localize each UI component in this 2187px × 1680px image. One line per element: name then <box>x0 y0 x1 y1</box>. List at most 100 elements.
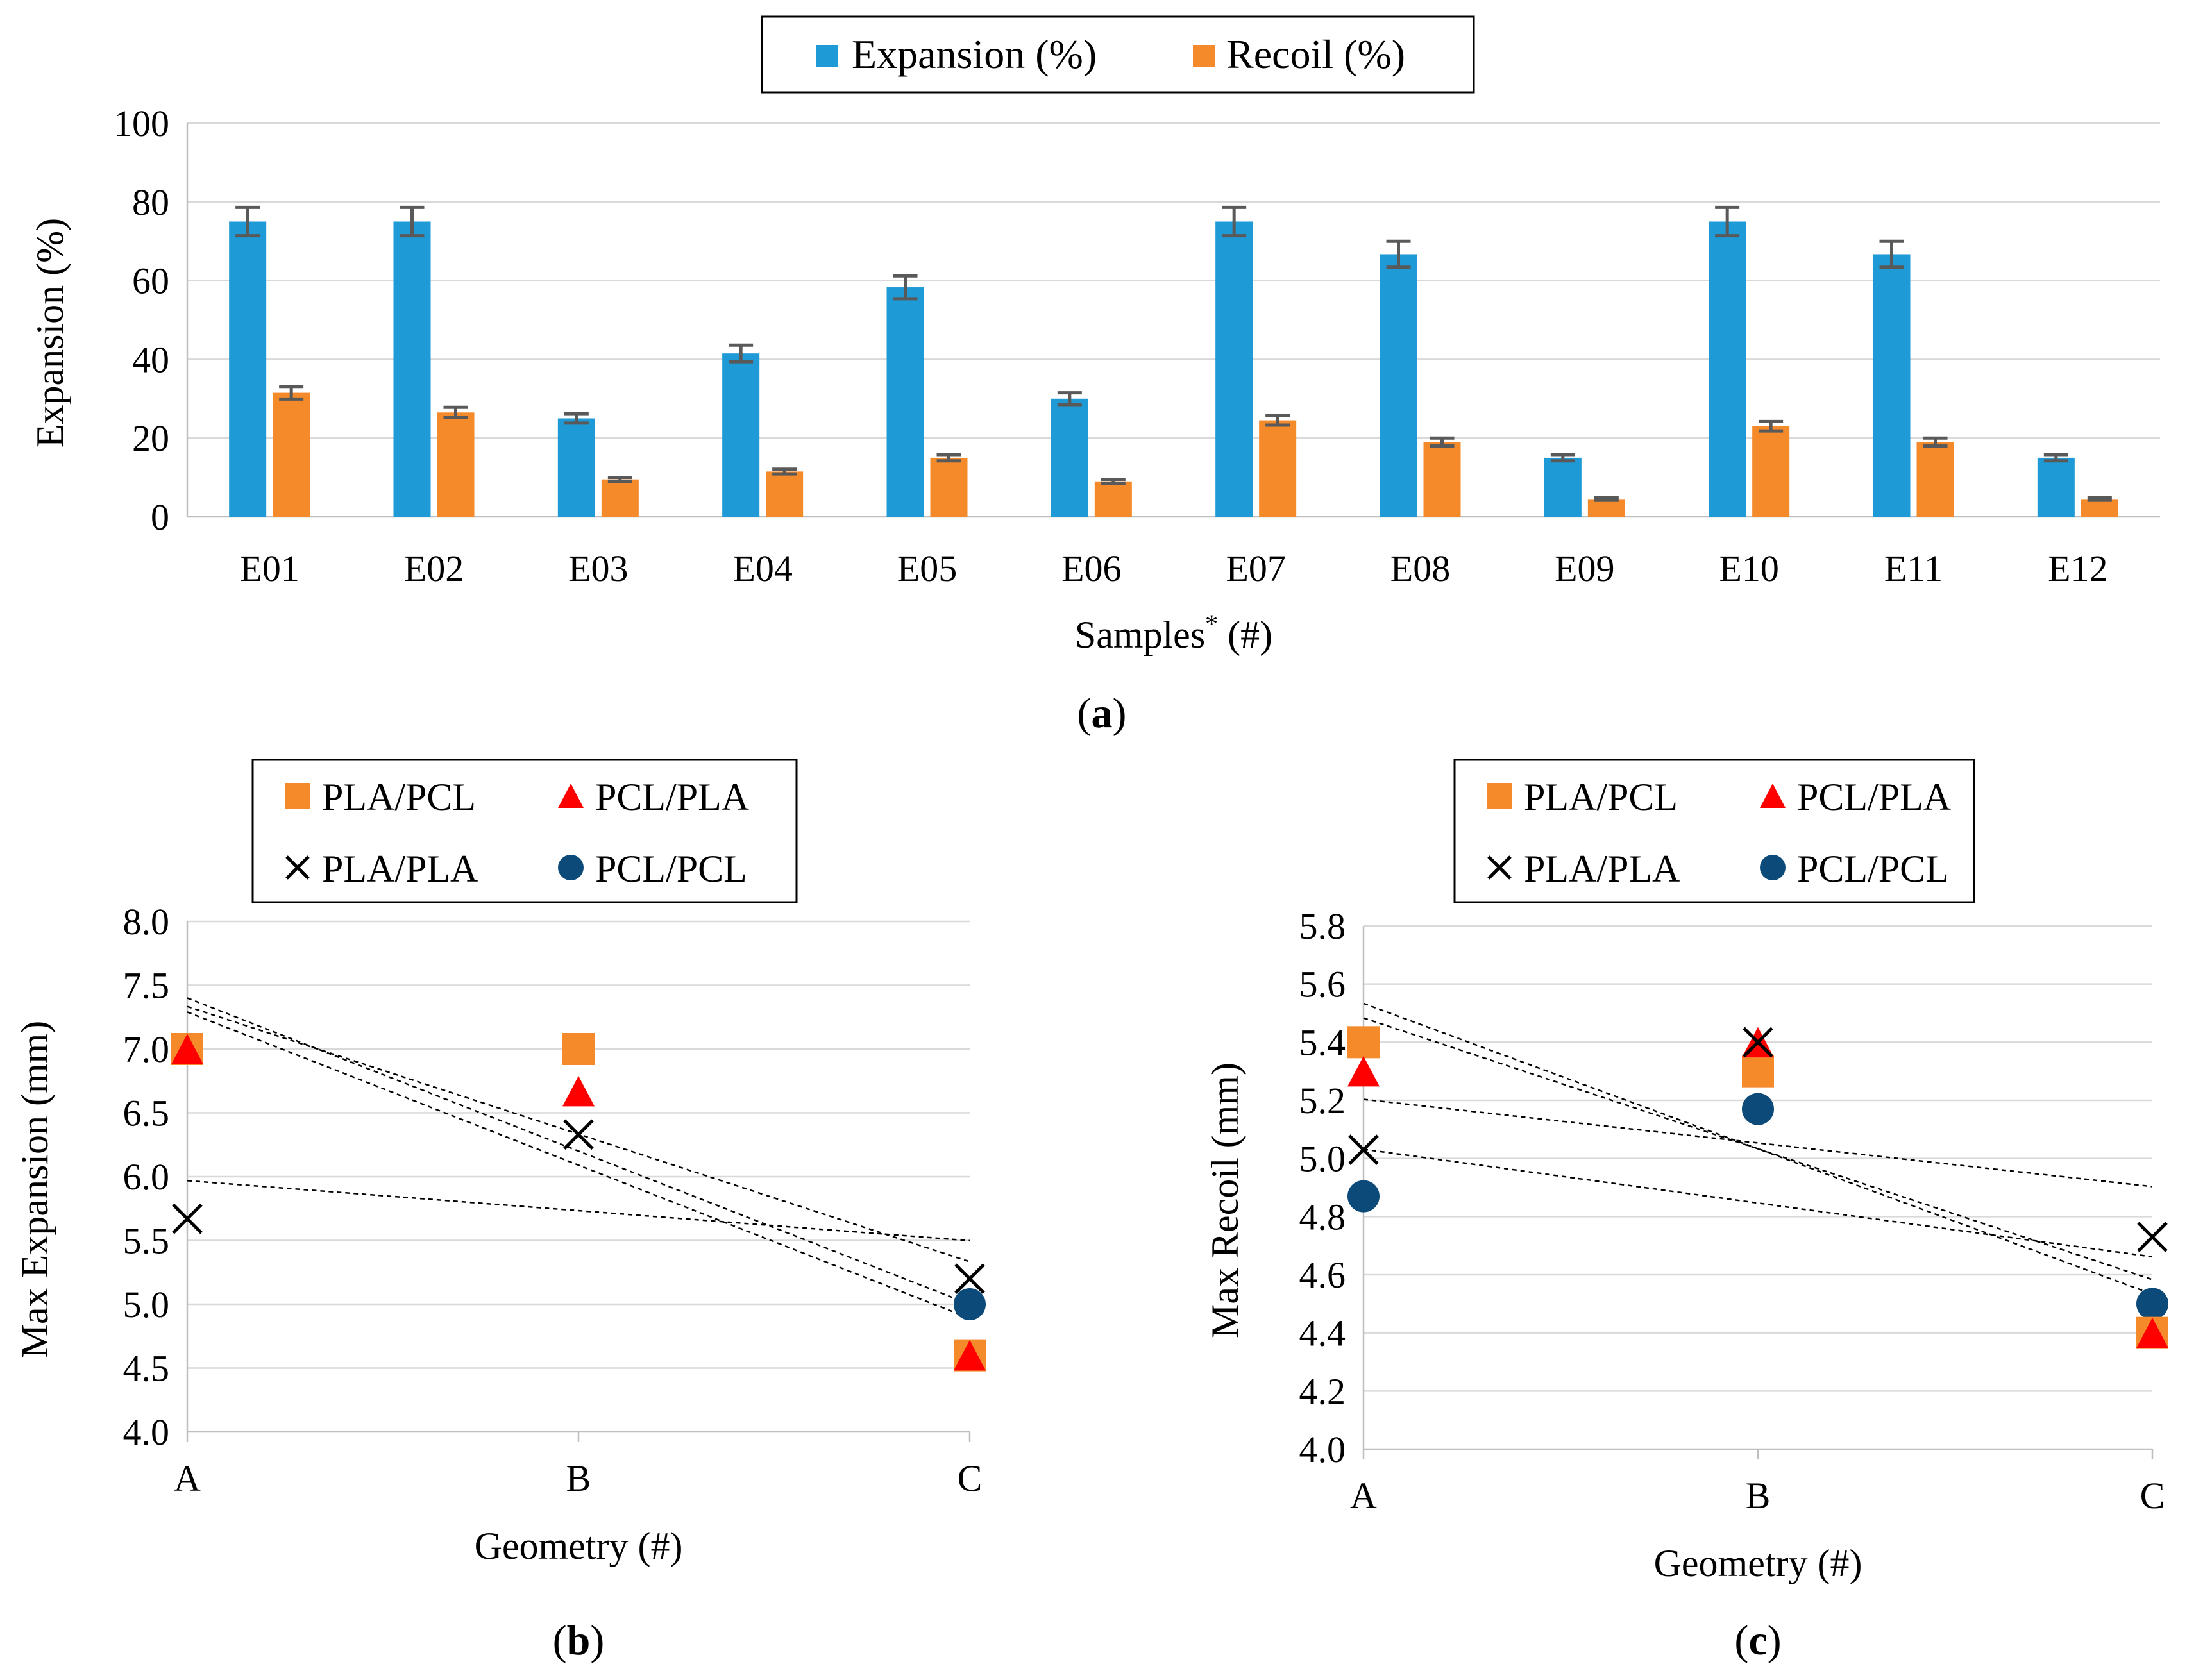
error-bar <box>564 412 589 425</box>
marker-pla-pla <box>172 1203 203 1234</box>
error-bar <box>772 467 797 476</box>
legend-label: PLA/PLA <box>1524 848 1680 890</box>
bar-expansion <box>1215 221 1253 517</box>
error-bar <box>1101 478 1126 485</box>
marker-pcl-pcl <box>2136 1288 2168 1320</box>
x-axis-title-superscript: * <box>1205 609 1218 638</box>
y-tick-label: 4.2 <box>1299 1370 1346 1412</box>
error-bar <box>1594 496 1619 502</box>
paren: ( <box>1734 1617 1748 1664</box>
error-bar <box>729 343 754 364</box>
bar-expansion <box>722 353 760 517</box>
x-axis-title-suffix: (#) <box>1218 614 1272 656</box>
y-tick-label: 5.6 <box>1299 964 1346 1005</box>
legend-a: Expansion (%) Recoil (%) <box>761 15 1475 94</box>
marker-pla-pla <box>1743 1027 1773 1058</box>
paren: ) <box>590 1617 604 1664</box>
chart-c: 4.0 4.2 4.4 4.6 4.8 5.0 5.2 5.4 5.6 5.8 A B C Max Rec… <box>1204 759 2168 1664</box>
marker-pcl-pcl <box>1347 1180 1380 1213</box>
legend-marker-stroke <box>1487 855 1512 880</box>
legend-marker <box>285 783 310 809</box>
paren: ( <box>553 1617 567 1664</box>
marker-pla-pla <box>954 1263 985 1294</box>
x-tick-label: A <box>1350 1475 1377 1516</box>
panel-letter: a <box>1092 690 1113 737</box>
bar-expansion <box>886 287 924 517</box>
y-tick-label: 7.5 <box>123 965 170 1007</box>
y-axis-title: Expansion (%) <box>29 218 71 448</box>
error-bar <box>400 205 425 238</box>
x-tick-label: A <box>174 1457 201 1499</box>
legend-swatch-recoil <box>1193 45 1215 67</box>
x-tick-label: E12 <box>2048 548 2107 589</box>
y-tick-label: 4.5 <box>123 1348 170 1390</box>
trendline <box>187 1180 970 1242</box>
legend-label: PCL/PLA <box>595 776 749 818</box>
bar-recoil <box>1752 426 1790 517</box>
marker-pla-pla-stroke <box>563 1119 594 1150</box>
paren: ( <box>1077 690 1092 737</box>
y-tick-label: 20 <box>132 417 169 459</box>
legend-swatch-expansion <box>816 45 838 67</box>
marker-pla-pla <box>2137 1222 2168 1252</box>
trendline <box>187 997 970 1306</box>
error-bar <box>607 476 632 483</box>
legend-marker <box>558 784 584 808</box>
paren: ) <box>1768 1617 1782 1664</box>
x-tick-label: E02 <box>404 548 464 589</box>
marker-pcl-pla <box>171 1034 203 1064</box>
y-tick-label: 6.0 <box>123 1156 170 1198</box>
x-axis-title: Geometry (#) <box>1654 1542 1862 1584</box>
legend-box <box>761 15 1475 94</box>
paren: ) <box>1113 690 1127 737</box>
panel-letter: c <box>1748 1617 1767 1664</box>
y-tick-label: 7.0 <box>123 1029 170 1070</box>
legend-box <box>251 759 798 903</box>
legend-marker-stroke <box>285 855 310 880</box>
y-axis-title: Max Expansion (mm) <box>13 1021 56 1359</box>
x-axis-title: Samples* (#) <box>1075 609 1272 656</box>
error-bar <box>936 453 961 463</box>
legend-marker <box>1487 783 1512 809</box>
marker-pcl-pla <box>562 1075 595 1107</box>
marker-pla-pla <box>563 1119 594 1150</box>
x-tick-label: B <box>1746 1475 1771 1516</box>
x-axis-title-main: Samples <box>1075 614 1205 656</box>
marker-pla-pcl <box>1347 1026 1380 1059</box>
marker-pla-pla-stroke <box>2137 1222 2168 1252</box>
error-bar <box>1057 391 1082 407</box>
bar-recoil <box>2081 499 2118 517</box>
trendline <box>1363 1002 2153 1295</box>
legend-label: PLA/PLA <box>322 848 478 890</box>
legend-label: PCL/PCL <box>595 848 747 890</box>
trendline <box>1363 1148 2153 1258</box>
marker-pla-pla-stroke <box>1348 1134 1379 1165</box>
bar-expansion <box>393 221 431 517</box>
marker-pcl-pla <box>2136 1317 2168 1348</box>
bar-expansion <box>557 418 595 517</box>
chart-b: 4.0 4.5 5.0 5.5 6.0 6.5 7.0 7.5 8.0 A B C Max Expans… <box>13 759 986 1664</box>
marker-pcl-pla <box>954 1340 986 1371</box>
bar-recoil <box>1916 442 1954 517</box>
x-tick-label: E10 <box>1719 548 1778 589</box>
error-bar <box>1923 436 1948 448</box>
bar-expansion <box>1544 457 1582 517</box>
y-tick-label: 5.4 <box>1299 1021 1346 1063</box>
y-tick-label: 8.0 <box>123 901 170 943</box>
y-tick-label: 0 <box>151 496 169 538</box>
legend-label: PCL/PLA <box>1797 776 1951 818</box>
x-tick-label: B <box>566 1457 591 1499</box>
y-tick-label: 4.4 <box>1299 1313 1346 1354</box>
bar-recoil <box>437 412 475 517</box>
error-bar <box>1222 205 1247 238</box>
y-tick-label: 80 <box>132 181 169 223</box>
marker-pla-pla-stroke <box>1743 1027 1773 1058</box>
y-tick-label: 40 <box>132 339 169 380</box>
legend-b: PLA/PCL PCL/PLA PLA/PLA PCL/PCL <box>251 759 798 903</box>
bar-expansion <box>1873 254 1911 517</box>
error-bar <box>1550 453 1575 463</box>
chart-a: 0 20 40 60 80 100 E01 E02 E03 E04 E05 E06 E07 E08 E09 E… <box>29 15 2160 737</box>
legend-label-expansion: Expansion (%) <box>852 31 1097 77</box>
error-bar <box>2087 496 2112 502</box>
